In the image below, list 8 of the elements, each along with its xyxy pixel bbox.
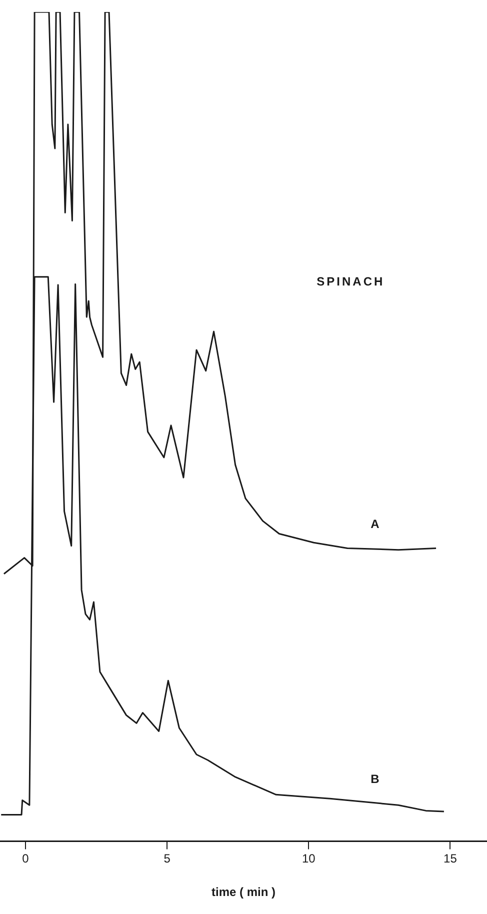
series-label: A <box>370 516 380 531</box>
x-tick-label: 0 <box>22 852 30 866</box>
series-label: B <box>370 772 380 786</box>
x-tick-label: 5 <box>164 852 171 866</box>
annotation: SPINACH <box>316 274 385 289</box>
x-axis-title: time ( min ) <box>211 885 276 900</box>
x-tick-label: 15 <box>444 852 458 866</box>
x-tick-label: 10 <box>302 852 316 866</box>
